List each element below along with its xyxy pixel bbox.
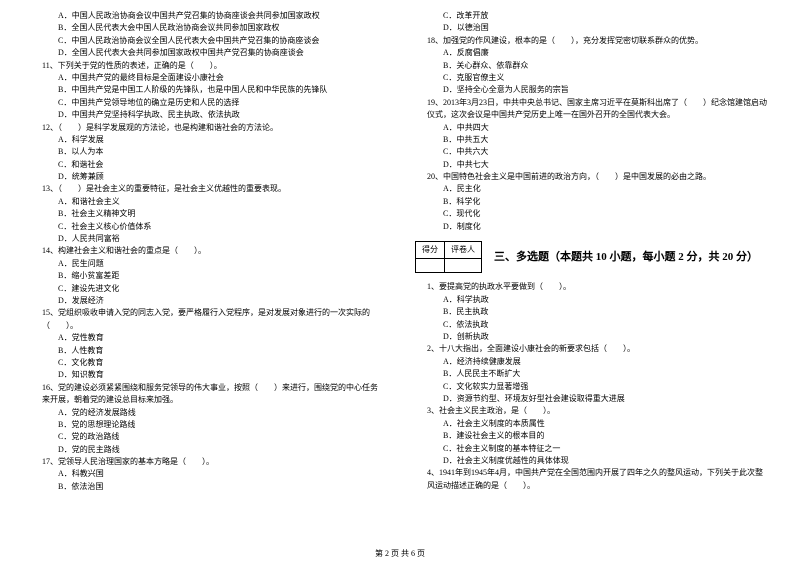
option: A．科学执政 [415,294,770,306]
section-3-header: 得分 评卷人 三、多选题（本题共 10 小题，每小题 2 分，共 20 分） [415,241,770,273]
option: D．制度化 [415,221,770,233]
option: A．和谐社会主义 [30,196,385,208]
reviewer-cell [445,259,482,273]
question-11: 11、下列关于党的性质的表述，正确的是（ ）。 [30,60,385,72]
option: D．以德治国 [415,22,770,34]
option: D．中共七大 [415,159,770,171]
option: B．民主执政 [415,306,770,318]
option: C．中共六大 [415,146,770,158]
option: A．党的经济发展路线 [30,407,385,419]
option: B．缩小贫富差距 [30,270,385,282]
option: D．社会主义制度优越性的具体体现 [415,455,770,467]
option: D．创新执政 [415,331,770,343]
left-column: A．中国人民政治协商会议中国共产党召集的协商座谈会共同参加国家政权 B．全国人民… [30,10,385,530]
option: C．文化软实力显著增强 [415,381,770,393]
option: B．依法治国 [30,481,385,493]
option: B．全国人民代表大会中国人民政治协商会议共同参加国家政权 [30,22,385,34]
question-16: 16、党的建设必须紧紧围绕和服务党领导的伟大事业，按照（ ）来进行，围绕党的中心… [30,382,385,407]
option: D．知识教育 [30,369,385,381]
option: D．坚持全心全意为人民服务的宗旨 [415,84,770,96]
option: A．反腐倡廉 [415,47,770,59]
question-19: 19、2013年3月23日，中共中央总书记、国家主席习近平在莫斯科出席了（ ）纪… [415,97,770,122]
option: C．社会主义核心价值体系 [30,221,385,233]
option: D．资源节约型、环境友好型社会建设取得重大进展 [415,393,770,405]
option: A．中国人民政治协商会议中国共产党召集的协商座谈会共同参加国家政权 [30,10,385,22]
multi-question-2: 2、十八大指出，全面建设小康社会的新要求包括（ ）。 [415,343,770,355]
multi-question-3: 3、社会主义民主政治，是（ ）。 [415,405,770,417]
multi-question-4: 4、1941年到1945年4月，中国共产党在全国范围内开展了四年之久的整风运动，… [415,467,770,492]
option: B．中国共产党是中国工人阶级的先锋队，也是中国人民和中华民族的先锋队 [30,84,385,96]
option: D．人民共同富裕 [30,233,385,245]
option: A．社会主义制度的本质属性 [415,418,770,430]
option: C．克服官僚主义 [415,72,770,84]
option: B．社会主义精神文明 [30,208,385,220]
question-12: 12、（ ）是科学发展观的方法论，也是构建和谐社会的方法论。 [30,122,385,134]
option: B．关心群众、依靠群众 [415,60,770,72]
option: A．科学发展 [30,134,385,146]
score-cell [416,259,445,273]
multi-question-1: 1、要提高党的执政水平要做到（ ）。 [415,281,770,293]
option: A．科教兴国 [30,468,385,480]
option: C．中国人民政治协商会议全国人民代表大会中国共产党召集的协商座谈会 [30,35,385,47]
option: B．人民民主不断扩大 [415,368,770,380]
option: B．以人为本 [30,146,385,158]
option: A．经济持续健康发展 [415,356,770,368]
question-15: 15、党组织吸收申请入党的同志入党，要严格履行入党程序，是对发展对象进行的一次实… [30,307,385,332]
option: A．中共四大 [415,122,770,134]
option: B．建设社会主义的根本目的 [415,430,770,442]
option: D．全国人民代表大会共同参加国家政权中国共产党召集的协商座谈会 [30,47,385,59]
score-table: 得分 评卷人 [415,241,482,273]
question-18: 18、加强党的作风建设，根本的是（ ），充分发挥党密切联系群众的优势。 [415,35,770,47]
option: B．科学化 [415,196,770,208]
option: C．党的政治路线 [30,431,385,443]
question-20: 20、中国特色社会主义是中国前进的政治方向，（ ）是中国发展的必由之路。 [415,171,770,183]
option: B．党的思想理论路线 [30,419,385,431]
option: C．现代化 [415,208,770,220]
option: C．依法执政 [415,319,770,331]
option: D．党的民主路线 [30,444,385,456]
right-column: C．改革开放 D．以德治国 18、加强党的作风建设，根本的是（ ），充分发挥党密… [415,10,770,530]
option: C．建设先进文化 [30,283,385,295]
page-footer: 第 2 页 共 6 页 [0,548,800,559]
option: C．社会主义制度的基本特征之一 [415,443,770,455]
option: C．改革开放 [415,10,770,22]
option: D．统筹兼顾 [30,171,385,183]
option: C．文化教育 [30,357,385,369]
question-14: 14、构建社会主义和谐社会的重点是（ ）。 [30,245,385,257]
option: A．党性教育 [30,332,385,344]
content-columns: A．中国人民政治协商会议中国共产党召集的协商座谈会共同参加国家政权 B．全国人民… [30,10,770,530]
option: A．民主化 [415,183,770,195]
option: B．人性教育 [30,345,385,357]
question-13: 13、（ ）是社会主义的重要特征，是社会主义优越性的重要表现。 [30,183,385,195]
option: C．中国共产党领导地位的确立是历史和人民的选择 [30,97,385,109]
option: D．中国共产党坚持科学执政、民主执政、依法执政 [30,109,385,121]
reviewer-label: 评卷人 [445,242,482,259]
option: A．民生问题 [30,258,385,270]
option: A．中国共产党的最终目标是全面建设小康社会 [30,72,385,84]
option: D．发展经济 [30,295,385,307]
option: B．中共五大 [415,134,770,146]
question-17: 17、党领导人民治理国家的基本方略是（ ）。 [30,456,385,468]
score-label: 得分 [416,242,445,259]
option: C．和谐社会 [30,159,385,171]
section-3-title: 三、多选题（本题共 10 小题，每小题 2 分，共 20 分） [494,249,758,266]
